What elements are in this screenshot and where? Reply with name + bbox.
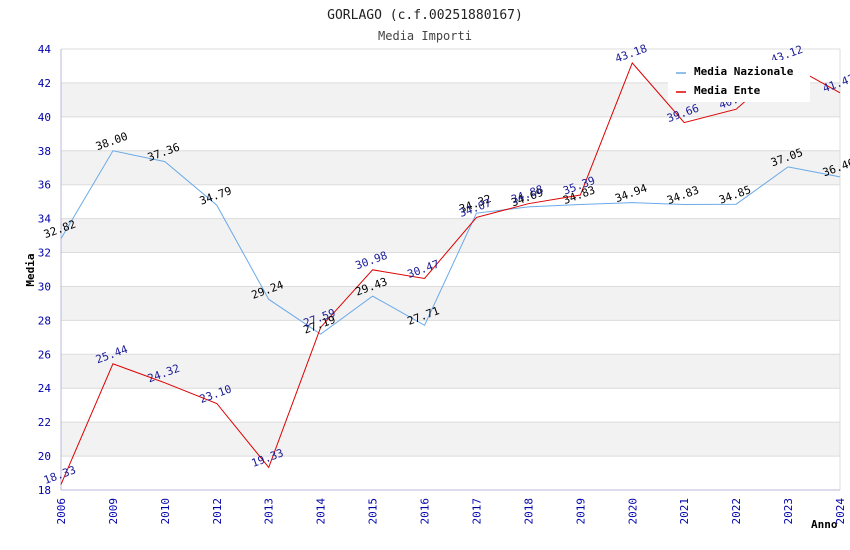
- y-tick-label: 34: [38, 213, 52, 226]
- y-tick-label: 20: [38, 450, 51, 463]
- background-band: [61, 116, 840, 151]
- x-tick-label: 2015: [367, 498, 380, 525]
- y-tick-label: 42: [38, 77, 51, 90]
- background-band: [61, 422, 840, 457]
- x-tick-label: 2013: [263, 498, 276, 525]
- legend: Media Nazionale Media Ente: [668, 60, 810, 102]
- y-tick-label: 36: [38, 179, 51, 192]
- y-axis-label: Media: [24, 253, 37, 286]
- y-tick-label: 30: [38, 280, 51, 293]
- legend-box: [668, 60, 810, 102]
- legend-label-media-ente: Media Ente: [694, 84, 761, 97]
- series-lines: [60, 61, 841, 485]
- series-line-media-nazionale: [60, 150, 841, 335]
- x-tick-label: 2021: [678, 498, 691, 525]
- x-tick-label: 2006: [55, 498, 68, 525]
- chart-subtitle: Media Importi: [378, 29, 472, 43]
- x-tick-label: 2024: [834, 498, 847, 525]
- background-band: [61, 218, 840, 253]
- y-tick-label: 44: [38, 43, 52, 56]
- y-tick-label: 22: [38, 416, 51, 429]
- y-tick-label: 32: [38, 247, 51, 260]
- x-axis-label: Anno: [811, 518, 838, 531]
- background-band: [61, 320, 840, 355]
- x-tick-label: 2022: [730, 498, 743, 525]
- y-tick-label: 40: [38, 111, 51, 124]
- x-tick-label: 2018: [522, 498, 535, 525]
- y-tick-label: 28: [38, 314, 51, 327]
- legend-label-media-nazionale: Media Nazionale: [694, 65, 794, 78]
- x-tick-labels: 2006 2009 2010 2012 2013 2014 2015 2016 2017 2018…: [55, 498, 847, 525]
- chart-title: GORLAGO (c.f.00251880167): [327, 8, 523, 23]
- x-tick-label: 2009: [107, 498, 120, 525]
- y-tick-label: 26: [38, 348, 51, 361]
- series-line-media-ente: [60, 61, 841, 485]
- x-tick-label: 2017: [470, 498, 483, 525]
- y-tick-label: 24: [38, 382, 52, 395]
- x-tick-label: 2014: [315, 498, 328, 525]
- background-band: [61, 354, 840, 389]
- x-tick-label: 2012: [211, 498, 224, 525]
- background-band: [61, 388, 840, 423]
- gridlines: [61, 48, 841, 491]
- x-tick-label: 2010: [159, 498, 172, 525]
- background-band: [61, 184, 840, 219]
- background-band: [61, 456, 840, 490]
- x-tick-label: 2016: [419, 498, 432, 525]
- x-tick-label: 2019: [574, 498, 587, 525]
- background-band: [61, 286, 840, 321]
- y-tick-label: 18: [38, 484, 51, 497]
- x-tick-label: 2020: [626, 498, 639, 525]
- background-band: [61, 150, 840, 185]
- x-tick-label: 2023: [782, 498, 795, 525]
- y-tick-labels: 18 20 22 24 26 28 30 32 34 36 38 40 42 44: [38, 43, 52, 497]
- y-tick-label: 38: [38, 145, 51, 158]
